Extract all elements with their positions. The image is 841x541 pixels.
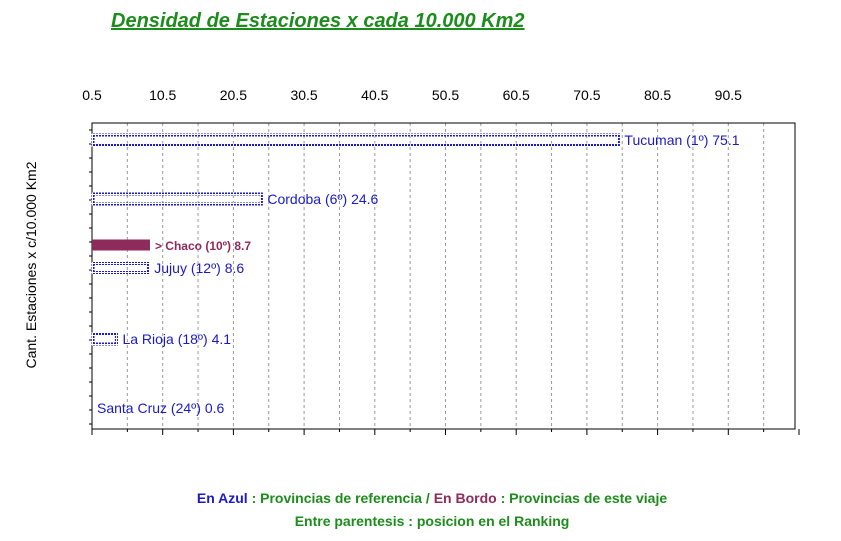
bar-label: Cordoba (6º) 24.6: [267, 191, 378, 207]
x-tick-label: 80.5: [644, 87, 671, 103]
x-tick-label: 20.5: [220, 87, 247, 103]
axis-ticks: 0.5 10.5 20.5 30.5 40.5 50.5 60.5 70.5 80.5 90.5: [82, 87, 800, 435]
bar-label: > Chaco (10º) 8.7: [155, 239, 251, 253]
bar-label: Tucuman (1º) 75.1: [624, 132, 739, 148]
chart-title: Densidad de Estaciones x cada 10.000 Km2: [111, 10, 525, 32]
legend-bordo-desc: Provincias de este viaje: [509, 490, 668, 506]
x-tick-label: 90.5: [715, 87, 742, 103]
grid-lines: [126, 123, 765, 429]
bar-label: La Rioja (18º) 4.1: [122, 331, 231, 347]
bar: [91, 192, 263, 206]
x-tick-label: 60.5: [503, 87, 530, 103]
bar: [92, 239, 150, 251]
legend-slash: /: [422, 490, 434, 506]
legend-sep: :: [247, 490, 261, 506]
x-tick-label: 0.5: [82, 87, 102, 103]
x-tick-label: 30.5: [290, 87, 317, 103]
x-tick-label: 50.5: [432, 87, 459, 103]
bar-label: Santa Cruz (24º) 0.6: [97, 400, 224, 416]
x-tick-label: 10.5: [149, 87, 176, 103]
legend-blue-label: En Azul: [196, 490, 248, 506]
bar: [91, 332, 118, 346]
bar: [91, 133, 620, 147]
plot-frame: [91, 122, 796, 430]
x-tick-label: 40.5: [361, 87, 388, 103]
legend-sep: :: [496, 490, 510, 506]
legend-line-ranking: Entre parentesis : posicion en el Rankin…: [294, 513, 570, 529]
x-tick-label: 70.5: [573, 87, 600, 103]
legend-bordo-label: En Bordo: [433, 490, 497, 506]
bars: Tucuman (1º) 75.1 Cordoba (6º) 24.6 > Chac…: [91, 132, 740, 416]
bar: [91, 262, 150, 274]
legend-blue-desc: Provincias de referencia: [260, 490, 423, 506]
legend-line-colors: En Azul : Provincias de referencia / En …: [0, 490, 841, 506]
bar-label: Jujuy (12º) 8.6: [154, 260, 244, 276]
